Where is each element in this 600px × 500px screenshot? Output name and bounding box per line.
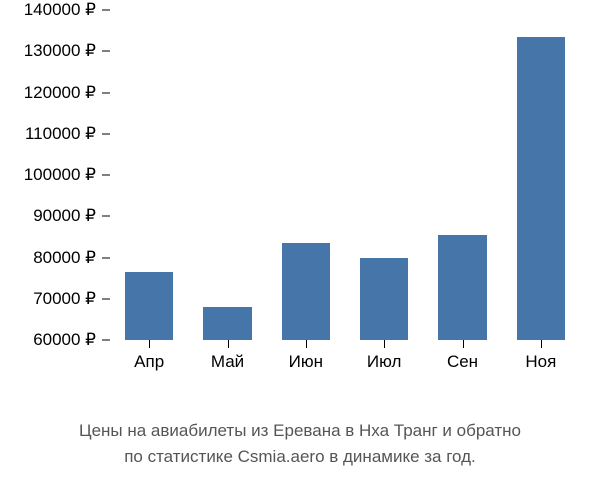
y-tick-label: 130000 ₽ [24,41,96,61]
price-bar-chart: 60000 ₽ 70000 ₽ 80000 ₽ 90000 ₽ 100000 ₽ 1100… [0,0,600,410]
x-tick-label: Сен [447,352,478,372]
caption-line-1: Цены на авиабилеты из Еревана в Нха Тран… [0,418,600,444]
plot-area [110,10,580,340]
x-axis: Апр Май Июн Июл Сен Ноя [110,340,580,390]
bar [125,272,174,340]
y-tick-mark [102,10,110,11]
bar [282,243,331,340]
bar [517,37,566,340]
y-tick-mark [102,216,110,217]
x-tick-label: Ноя [525,352,556,372]
bar [438,235,487,340]
y-tick-mark [102,51,110,52]
y-tick-label: 110000 ₽ [25,124,96,144]
y-tick-mark [102,175,110,176]
y-tick-label: 60000 ₽ [33,330,96,350]
y-tick-mark [102,133,110,134]
y-tick-label: 100000 ₽ [24,165,96,185]
x-tick-label: Июн [289,352,323,372]
y-tick-label: 120000 ₽ [24,83,96,103]
y-tick-label: 80000 ₽ [33,248,96,268]
y-tick-label: 140000 ₽ [24,0,96,20]
x-tick-mark [306,340,307,348]
bars-layer [110,10,580,340]
x-tick-label: Май [211,352,244,372]
y-tick-label: 90000 ₽ [33,206,96,226]
y-tick-label: 70000 ₽ [33,289,96,309]
chart-caption: Цены на авиабилеты из Еревана в Нха Тран… [0,418,600,469]
y-tick-mark [102,298,110,299]
bar [360,258,409,341]
y-tick-mark [102,92,110,93]
x-tick-mark [228,340,229,348]
bar [203,307,252,340]
y-axis: 60000 ₽70000 ₽80000 ₽90000 ₽100000 ₽1100… [0,10,110,340]
x-tick-label: Июл [367,352,402,372]
y-tick-mark [102,340,110,341]
x-tick-mark [384,340,385,348]
caption-line-2: по статистике Csmia.aero в динамике за г… [0,444,600,470]
x-tick-mark [463,340,464,348]
x-tick-label: Апр [134,352,164,372]
y-tick-mark [102,257,110,258]
x-tick-mark [149,340,150,348]
x-tick-mark [541,340,542,348]
